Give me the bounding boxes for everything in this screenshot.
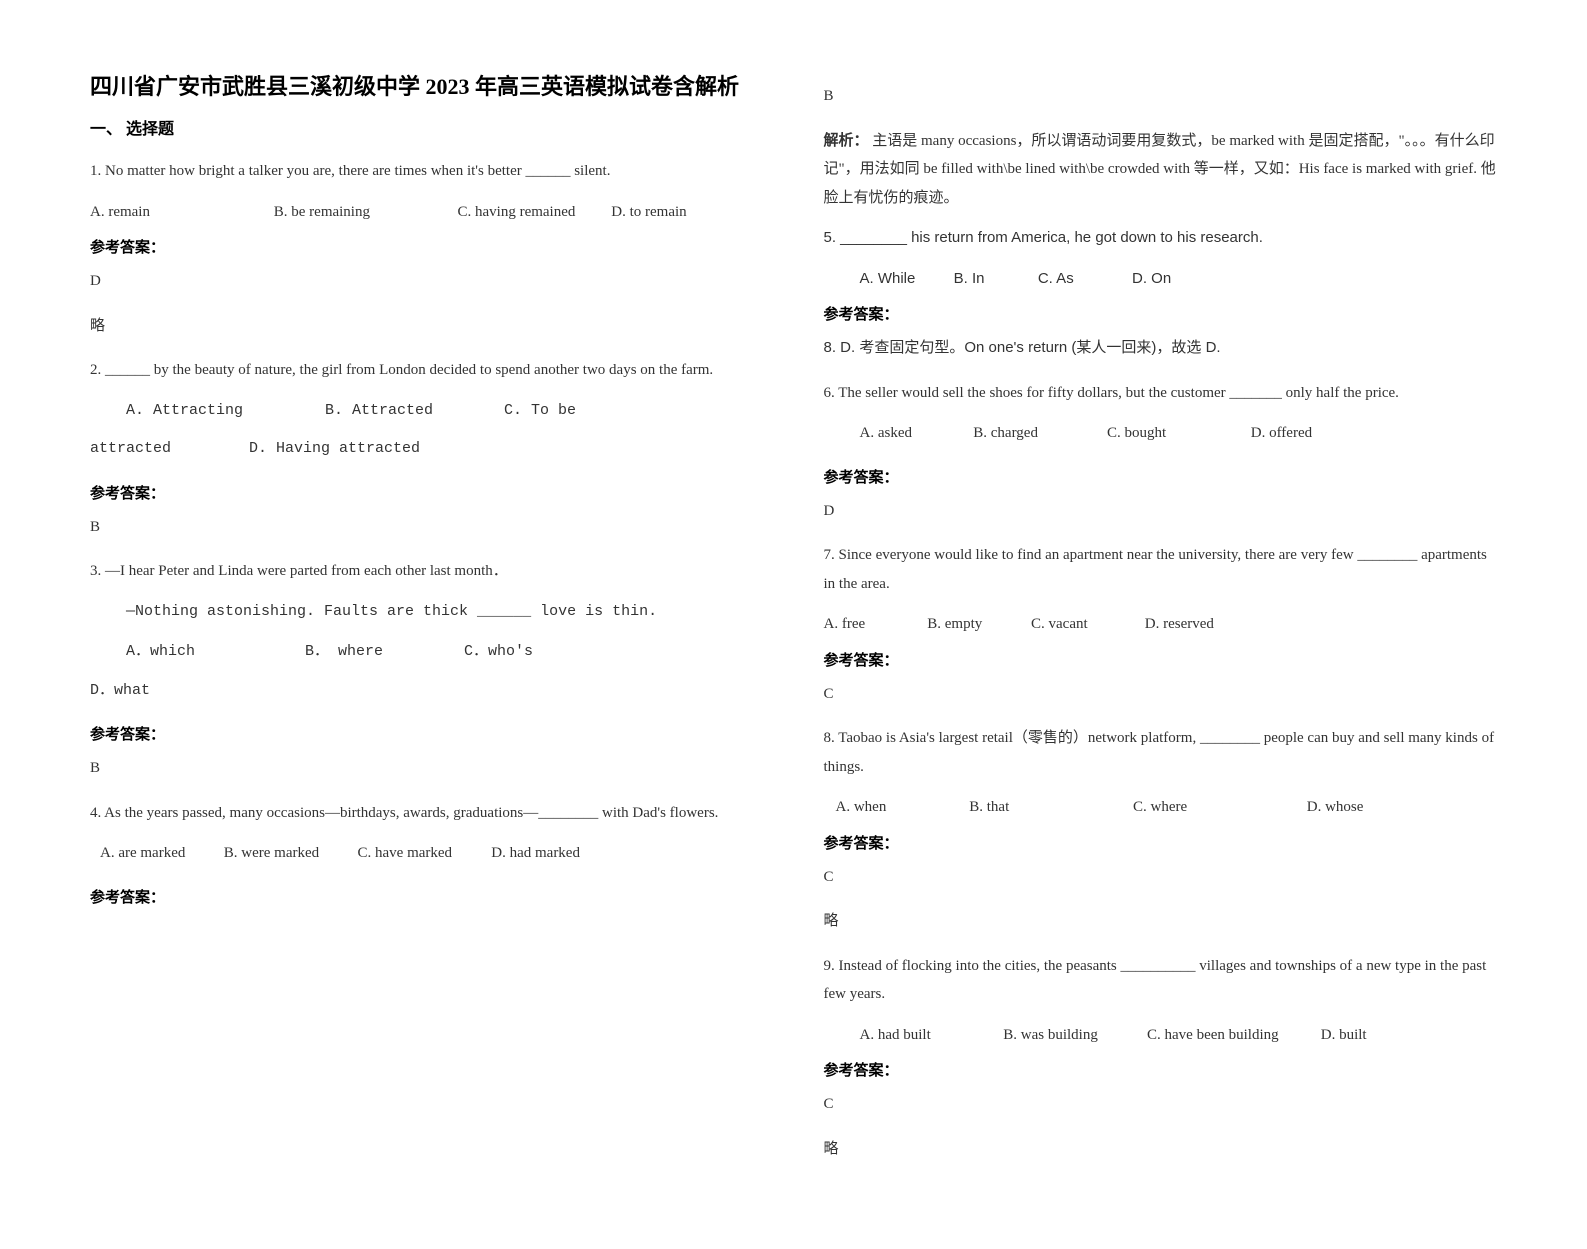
q6-option-a: A. asked bbox=[860, 419, 970, 448]
q9-option-c: C. have been building bbox=[1147, 1021, 1317, 1050]
question-9-options: A. had built B. was building C. have bee… bbox=[824, 1021, 1498, 1050]
q1-answer: D bbox=[90, 267, 764, 296]
q8-answer: C bbox=[824, 863, 1498, 892]
q6-option-d: D. offered bbox=[1251, 425, 1312, 441]
q3-option-b: B． where bbox=[305, 638, 455, 667]
q1-option-c: C. having remained bbox=[458, 198, 608, 227]
question-3-line2: —Nothing astonishing. Faults are thick _… bbox=[90, 598, 764, 627]
q5-option-d: D. On bbox=[1132, 270, 1171, 287]
question-2-options-line2: attracted D. Having attracted bbox=[90, 435, 764, 464]
question-4-text: 4. As the years passed, many occasions—b… bbox=[90, 799, 764, 828]
q7-option-a: A. free bbox=[824, 610, 924, 639]
question-3-options: A．which B． where C．who's bbox=[90, 638, 764, 667]
q4-option-c: C. have marked bbox=[358, 839, 488, 868]
question-3-text: 3. —I hear Peter and Linda were parted f… bbox=[90, 557, 764, 586]
q8-option-c: C. where bbox=[1133, 793, 1303, 822]
q3-option-d: D．what bbox=[90, 682, 150, 699]
q8-answer-label: 参考答案： bbox=[824, 832, 1498, 853]
document-title: 四川省广安市武胜县三溪初级中学 2023 年高三英语模拟试卷含解析 bbox=[90, 70, 764, 103]
q2-answer-label: 参考答案： bbox=[90, 482, 764, 503]
q7-answer: C bbox=[824, 680, 1498, 709]
q7-option-d: D. reserved bbox=[1145, 616, 1214, 632]
q5-answer-label: 参考答案： bbox=[824, 303, 1498, 324]
q8-option-a: A. when bbox=[836, 793, 966, 822]
q7-option-c: C. vacant bbox=[1031, 610, 1141, 639]
question-2-text: 2. ______ by the beauty of nature, the g… bbox=[90, 356, 764, 385]
q9-note: 略 bbox=[824, 1135, 1498, 1164]
q4-option-a: A. are marked bbox=[100, 839, 220, 868]
q1-answer-label: 参考答案： bbox=[90, 236, 764, 257]
q9-option-a: A. had built bbox=[860, 1021, 1000, 1050]
q7-answer-label: 参考答案： bbox=[824, 649, 1498, 670]
q2-option-c-cont: attracted bbox=[90, 435, 240, 464]
question-1-text: 1. No matter how bright a talker you are… bbox=[90, 157, 764, 186]
question-8-options: A. when B. that C. where D. whose bbox=[824, 793, 1498, 822]
q4-option-b: B. were marked bbox=[224, 839, 354, 868]
q5-option-c: C. As bbox=[1038, 265, 1128, 294]
q4-answer-label: 参考答案： bbox=[90, 886, 764, 907]
q3-answer: B bbox=[90, 754, 764, 783]
question-4-options: A. are marked B. were marked C. have mar… bbox=[90, 839, 764, 868]
question-2-options-line1: A. Attracting B. Attracted C. To be bbox=[90, 397, 764, 426]
q4-option-d: D. had marked bbox=[491, 845, 580, 861]
q9-option-d: D. built bbox=[1321, 1027, 1367, 1043]
left-column: 四川省广安市武胜县三溪初级中学 2023 年高三英语模拟试卷含解析 一、 选择题… bbox=[90, 70, 764, 1179]
q9-answer-label: 参考答案： bbox=[824, 1059, 1498, 1080]
q2-option-c-part: C. To be bbox=[504, 402, 576, 419]
q6-answer: D bbox=[824, 497, 1498, 526]
q2-option-d: D. Having attracted bbox=[249, 440, 420, 457]
q1-option-d: D. to remain bbox=[611, 204, 686, 220]
q6-option-c: C. bought bbox=[1107, 419, 1247, 448]
q3-option-a: A．which bbox=[126, 638, 296, 667]
q6-answer-label: 参考答案： bbox=[824, 466, 1498, 487]
question-9-text: 9. Instead of flocking into the cities, … bbox=[824, 952, 1498, 1009]
question-6-text: 6. The seller would sell the shoes for f… bbox=[824, 379, 1498, 408]
q4-answer: B bbox=[824, 82, 1498, 111]
q9-option-b: B. was building bbox=[1003, 1021, 1143, 1050]
q2-option-b: B. Attracted bbox=[325, 397, 495, 426]
q1-option-a: A. remain bbox=[90, 198, 270, 227]
q2-option-a: A. Attracting bbox=[126, 397, 316, 426]
q6-option-b: B. charged bbox=[973, 419, 1103, 448]
question-8-text: 8. Taobao is Asia's largest retail（零售的）n… bbox=[824, 724, 1498, 781]
question-5-text: 5. ________ his return from America, he … bbox=[824, 224, 1498, 253]
analysis-text: 主语是 many occasions，所以谓语动词要用复数式，be marked… bbox=[824, 133, 1496, 206]
question-3-options-line2: D．what bbox=[90, 677, 764, 706]
section-header: 一、 选择题 bbox=[90, 115, 764, 139]
q4-analysis: 解析： 主语是 many occasions，所以谓语动词要用复数式，be ma… bbox=[824, 127, 1498, 213]
q3-answer-label: 参考答案： bbox=[90, 723, 764, 744]
q7-option-b: B. empty bbox=[927, 610, 1027, 639]
q1-option-b: B. be remaining bbox=[274, 198, 454, 227]
question-7-options: A. free B. empty C. vacant D. reserved bbox=[824, 610, 1498, 639]
q2-answer: B bbox=[90, 513, 764, 542]
q8-option-d: D. whose bbox=[1307, 799, 1364, 815]
question-6-options: A. asked B. charged C. bought D. offered bbox=[824, 419, 1498, 448]
question-1-options: A. remain B. be remaining C. having rema… bbox=[90, 198, 764, 227]
q8-note: 略 bbox=[824, 907, 1498, 936]
q9-answer: C bbox=[824, 1090, 1498, 1119]
q3-option-c: C．who's bbox=[464, 643, 533, 660]
q1-note: 略 bbox=[90, 312, 764, 341]
q5-answer: 8. D. 考查固定句型。On one's return (某人一回来)，故选 … bbox=[824, 334, 1498, 363]
page-container: 四川省广安市武胜县三溪初级中学 2023 年高三英语模拟试卷含解析 一、 选择题… bbox=[90, 70, 1497, 1179]
q8-option-b: B. that bbox=[969, 793, 1129, 822]
analysis-label: 解析： bbox=[824, 133, 869, 149]
question-5-options: A. While B. In C. As D. On bbox=[824, 265, 1498, 294]
q5-option-a: A. While bbox=[860, 265, 950, 294]
question-7-text: 7. Since everyone would like to find an … bbox=[824, 541, 1498, 598]
q5-option-b: B. In bbox=[954, 265, 1034, 294]
right-column: B 解析： 主语是 many occasions，所以谓语动词要用复数式，be … bbox=[824, 70, 1498, 1179]
